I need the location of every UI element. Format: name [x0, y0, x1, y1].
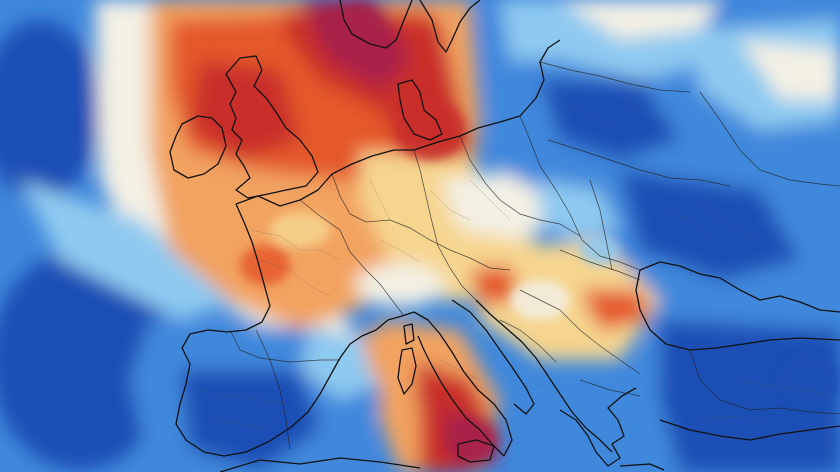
regional-borders — [199, 99, 831, 431]
anomaly-detail — [240, 5, 840, 460]
country-borders — [229, 61, 840, 451]
coastlines — [169, 0, 840, 472]
